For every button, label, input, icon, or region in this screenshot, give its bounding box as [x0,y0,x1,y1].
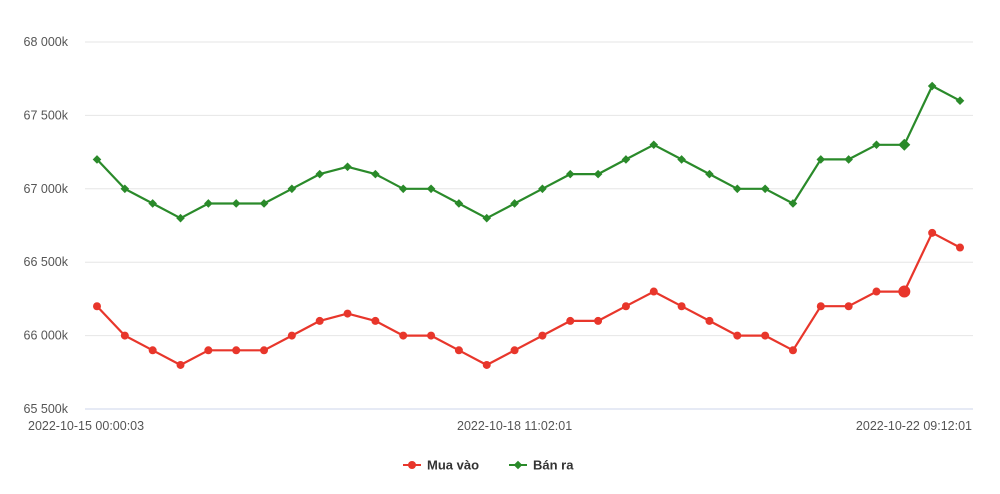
legend-marker-sell [513,460,523,470]
legend-label-buy: Mua vào [427,458,479,473]
data-point-buy [538,331,547,340]
data-point-buy [427,331,436,340]
data-point-sell [343,162,352,172]
data-point-sell [371,169,380,179]
data-point-buy [399,331,408,340]
series-buy-group [93,228,964,369]
legend: Mua vào Bán ra [403,458,574,473]
data-point-buy [482,360,491,369]
data-point-buy [204,346,213,355]
data-point-sell [287,184,297,194]
data-point-sell [955,96,965,106]
data-point-buy [705,316,714,325]
data-point-sell [259,199,269,208]
data-point-sell [92,155,102,164]
data-point-buy [120,331,129,340]
data-point-buy [872,287,881,296]
x-tick-label: 2022-10-15 00:00:03 [28,419,144,433]
data-point-buy [315,316,324,325]
data-point-buy [510,346,519,355]
y-tick-label: 65 500k [24,402,69,416]
data-point-sell [315,169,325,179]
data-point-sell [538,184,547,194]
y-tick-label: 66 500k [24,255,69,269]
series-line-sell [96,84,961,220]
data-point-sell [120,184,130,194]
data-point-buy [677,302,686,311]
data-point-buy [232,346,241,355]
data-point-sell [760,184,770,194]
data-point-buy [566,316,575,325]
data-point-sell [426,184,436,194]
data-point-buy [176,360,185,369]
data-point-buy [621,302,630,311]
data-point-buy [454,346,463,355]
data-point-sell [788,199,798,208]
data-point-sell [398,184,408,194]
data-point-sell [148,199,157,208]
data-point-buy [761,331,770,340]
data-point-buy [260,346,269,355]
data-point-buy [148,346,157,355]
data-point-sell [898,138,911,151]
data-point-sell [454,199,464,208]
data-point-sell [649,140,659,150]
data-point-sell [705,169,714,179]
data-point-sell [565,169,575,179]
data-point-sell [231,199,241,208]
y-tick-label: 67 000k [24,182,69,196]
data-point-sell [204,199,213,208]
data-point-sell [732,184,742,194]
data-point-buy [343,309,352,318]
data-point-sell [677,155,686,164]
series-line-buy [96,231,961,367]
data-point-buy [93,302,101,311]
x-tick-label: 2022-10-18 11:02:01 [457,419,572,433]
data-point-buy [816,302,825,311]
data-point-buy [594,316,603,325]
data-point-sell [927,81,937,91]
data-point-buy [733,331,742,340]
data-point-sell [510,199,519,208]
data-point-sell [816,155,826,164]
y-tick-label: 66 000k [24,329,69,343]
data-point-sell [593,169,603,179]
legend-marker-buy [408,461,416,469]
data-point-buy [287,331,296,340]
data-point-sell [872,140,881,150]
data-point-buy [928,228,937,237]
x-axis-group: 2022-10-15 00:00:03 2022-10-18 11:02:01 20… [28,419,972,433]
x-tick-label: 2022-10-22 09:12:01 [856,419,972,433]
y-tick-label: 67 500k [24,108,69,122]
y-tick-label: 68 000k [24,35,69,49]
data-point-sell [176,213,185,223]
data-point-sell [482,213,492,223]
series-sell-group [92,81,965,223]
data-point-sell [844,155,853,164]
data-point-buy [898,285,911,298]
data-point-buy [371,316,380,325]
data-point-buy [788,346,797,355]
data-point-buy [649,287,658,296]
data-point-buy [844,302,853,311]
legend-label-sell: Bán ra [533,458,574,473]
grid-group: 65 500k 66 000k 66 500k 67 000k 67 500k 68 00… [24,35,973,416]
data-point-sell [621,155,631,164]
data-point-buy [956,243,964,252]
